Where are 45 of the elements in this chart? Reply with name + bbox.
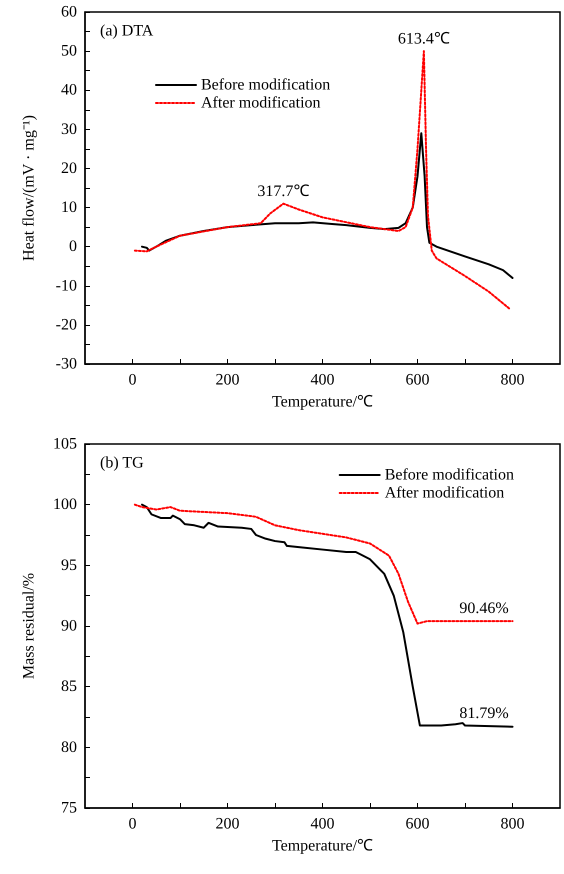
x-tick-label: 0 [128, 372, 136, 388]
legend-label: Before modification [384, 466, 514, 484]
x-axis-title: Temperature/℃ [272, 394, 374, 410]
x-tick-label: 800 [500, 816, 524, 832]
x-axis-title: Temperature/℃ [272, 838, 374, 854]
x-tick-label: 0 [128, 816, 136, 832]
annotation: 90.46% [459, 600, 509, 617]
annotation: 613.4℃ [398, 30, 450, 48]
x-tick-label: 400 [310, 816, 334, 832]
y-tick-label: 90 [61, 618, 77, 634]
annotation: 317.7℃ [257, 183, 310, 200]
y-tick-label: 20 [61, 160, 77, 177]
y-tick-label: 75 [61, 800, 77, 816]
x-tick-label: 600 [406, 372, 430, 388]
legend-label: After modification [384, 484, 504, 502]
y-tick-label: 0 [69, 238, 77, 256]
y-tick-label: 10 [61, 199, 77, 216]
x-tick-label: 400 [310, 372, 334, 388]
line-series [134, 504, 514, 625]
x-tick-label: 200 [216, 816, 240, 832]
y-tick-label: 30 [61, 120, 77, 138]
legend-label: Before modification [201, 76, 330, 94]
text: (b) TG [100, 454, 144, 472]
y-tick-label: -10 [56, 277, 77, 294]
y-tick-label: 50 [61, 42, 77, 60]
y-tick-label: 80 [61, 738, 77, 756]
y-tick-label: 60 [61, 4, 77, 20]
line-series [141, 132, 514, 279]
x-tick-label: 800 [500, 372, 524, 388]
x-tick-label: 200 [216, 372, 240, 388]
y-tick-label: -20 [56, 316, 77, 334]
y-tick-label: 40 [61, 82, 77, 99]
annotation: 81.79% [459, 705, 509, 722]
y-axis-title: Heat flow/(mV · mg⁻¹) [20, 115, 38, 261]
y-tick-label: 85 [61, 678, 77, 696]
y-tick-label: -30 [56, 356, 77, 372]
legend-label: After modification [201, 94, 321, 112]
y-tick-label: 100 [53, 496, 77, 514]
x-tick-label: 600 [406, 816, 430, 832]
y-tick-label: 105 [53, 436, 77, 452]
y-tick-label: 95 [61, 556, 77, 574]
text: (a) DTA [100, 22, 154, 40]
y-axis-title: Mass residual/% [20, 572, 38, 680]
line-series [134, 50, 512, 310]
line-series [141, 504, 514, 728]
